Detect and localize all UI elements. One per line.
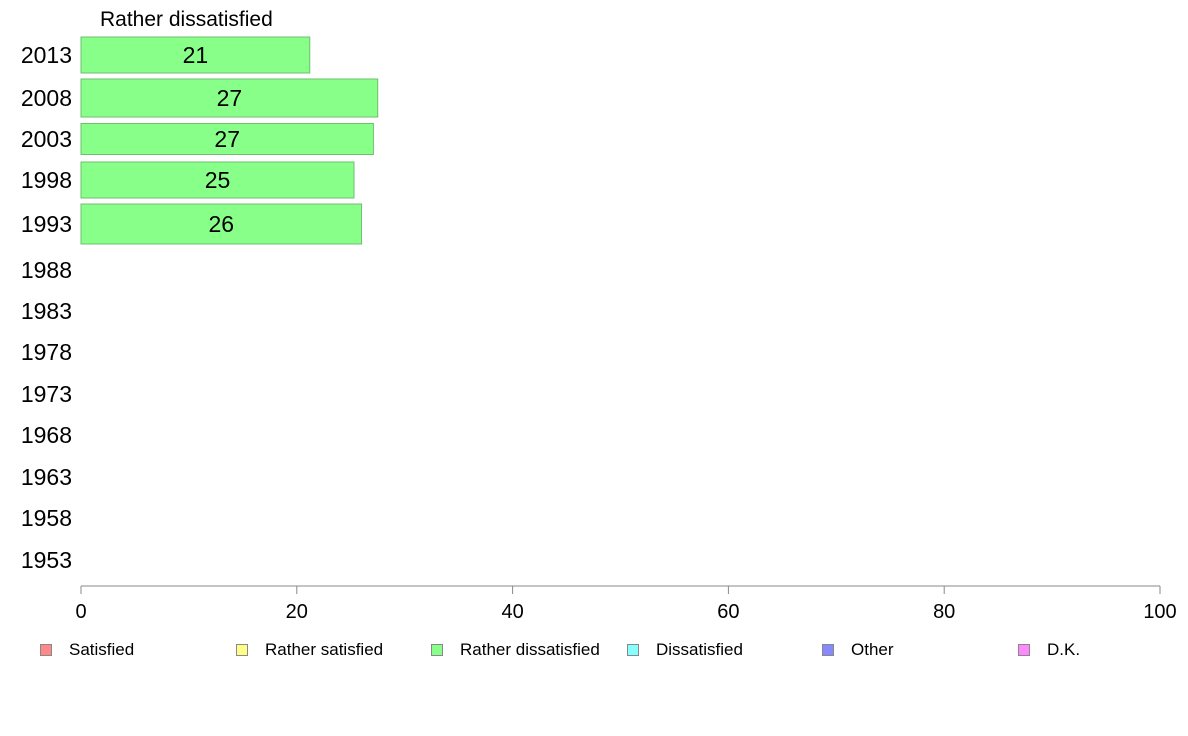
year-label-1978: 1978 xyxy=(21,339,72,365)
year-label-2013: 2013 xyxy=(21,42,72,68)
year-label-1983: 1983 xyxy=(21,298,72,324)
bars-group: 21 27 27 25 26 xyxy=(80,36,379,245)
x-tick-label-40: 40 xyxy=(501,601,523,623)
x-axis: 0 20 40 60 80 100 xyxy=(75,585,1177,623)
legend-swatch xyxy=(40,644,52,656)
legend-item: Other xyxy=(822,638,894,662)
year-label-1998: 1998 xyxy=(21,167,72,193)
bar-2013 xyxy=(80,36,311,74)
year-label-1968: 1968 xyxy=(21,422,72,448)
legend-item: Dissatisfied xyxy=(627,638,743,662)
x-tick-label-20: 20 xyxy=(286,601,308,623)
legend-swatch xyxy=(1018,644,1030,656)
bar-1993 xyxy=(80,203,363,245)
legend-swatch xyxy=(822,644,834,656)
x-tick-label-100: 100 xyxy=(1143,601,1176,623)
legend-label: D.K. xyxy=(1047,640,1081,659)
legend-swatch xyxy=(627,644,639,656)
bar-2008 xyxy=(80,78,379,118)
legend-label: Dissatisfied xyxy=(656,640,743,659)
bar-2003 xyxy=(80,123,374,155)
year-labels-group: 2013 2008 2003 1998 1993 1988 1983 1978 1973 1968… xyxy=(21,42,72,573)
bar-value-label-1993: 26 xyxy=(208,211,234,237)
x-tick-label-0: 0 xyxy=(75,601,86,623)
legend-label: Rather satisfied xyxy=(265,640,384,659)
year-label-1963: 1963 xyxy=(21,464,72,490)
panel-title: Rather dissatisfied xyxy=(100,8,273,31)
year-label-1988: 1988 xyxy=(21,257,72,283)
bar-value-label-2013: 21 xyxy=(183,42,209,68)
year-label-1958: 1958 xyxy=(21,505,72,531)
year-label-1953: 1953 xyxy=(21,547,72,573)
x-tick-label-60: 60 xyxy=(717,601,739,623)
legend-item: Rather dissatisfied xyxy=(431,638,600,662)
legend-item: Rather satisfied xyxy=(236,638,383,662)
year-label-2003: 2003 xyxy=(21,126,72,152)
bar-1998 xyxy=(80,161,355,199)
legend-label: Rather dissatisfied xyxy=(460,640,600,659)
legend-label: Other xyxy=(851,640,894,659)
legend-item: Satisfied xyxy=(40,638,134,662)
bar-value-label-2003: 27 xyxy=(214,126,240,152)
legend-swatch xyxy=(236,644,248,656)
legend: Satisfied Rather satisfied Rather dissatis… xyxy=(0,638,1188,662)
legend-item: D.K. xyxy=(1018,638,1080,662)
legend-swatch xyxy=(431,644,443,656)
year-label-2008: 2008 xyxy=(21,85,72,111)
legend-label: Satisfied xyxy=(69,640,135,659)
bar-value-label-2008: 27 xyxy=(217,85,243,111)
x-tick-label-80: 80 xyxy=(933,601,955,623)
bar-value-label-1998: 25 xyxy=(205,167,231,193)
year-label-1993: 1993 xyxy=(21,211,72,237)
year-label-1973: 1973 xyxy=(21,381,72,407)
